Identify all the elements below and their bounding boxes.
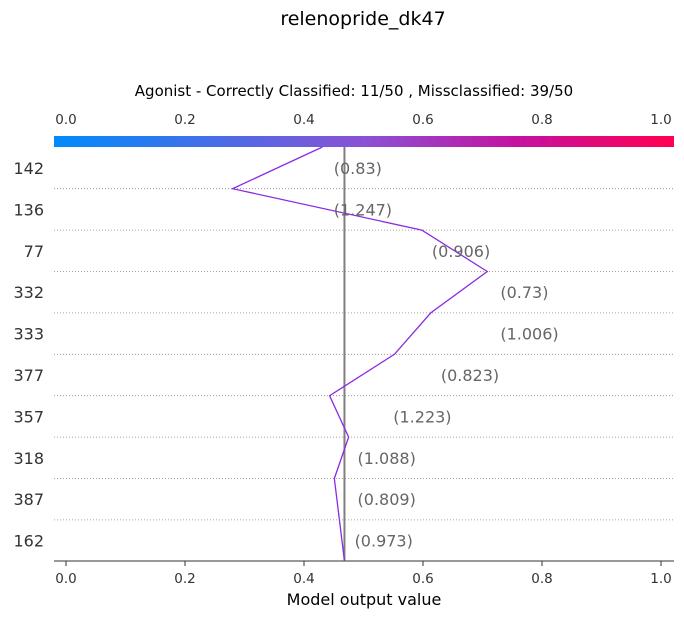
top-tick-label: 0.0 bbox=[55, 112, 76, 128]
feature-value-annotation: (0.73) bbox=[500, 283, 548, 302]
row-label: 136 bbox=[13, 200, 44, 219]
bottom-tick-label: 0.2 bbox=[174, 571, 195, 587]
feature-value-annotation: (0.973) bbox=[355, 532, 413, 551]
decision-path bbox=[230, 146, 489, 562]
row-label: 377 bbox=[13, 366, 44, 385]
bottom-tick-label: 0.0 bbox=[55, 571, 76, 587]
gridlines bbox=[54, 188, 674, 521]
feature-value-annotation: (1.006) bbox=[500, 325, 558, 344]
row-label: 333 bbox=[13, 325, 44, 344]
bottom-tick-label: 1.0 bbox=[650, 571, 671, 587]
row-label: 387 bbox=[13, 490, 44, 509]
feature-value-annotation: (0.83) bbox=[334, 159, 382, 178]
bottom-tick-label: 0.4 bbox=[293, 571, 314, 587]
bottom-axis-ticks: 0.0 0.2 0.4 0.6 0.8 1.0 bbox=[55, 561, 672, 587]
top-tick-label: 0.8 bbox=[531, 112, 552, 128]
colorbar bbox=[54, 136, 674, 147]
top-tick-label: 1.0 bbox=[650, 112, 671, 128]
top-tick-label: 0.2 bbox=[174, 112, 195, 128]
row-label: 77 bbox=[24, 242, 44, 261]
bottom-tick-label: 0.6 bbox=[412, 571, 433, 587]
row-label: 357 bbox=[13, 407, 44, 426]
feature-value-annotation: (0.906) bbox=[432, 242, 490, 261]
top-tick-label: 0.6 bbox=[412, 112, 433, 128]
bottom-tick-label: 0.8 bbox=[531, 571, 552, 587]
row-label: 318 bbox=[13, 449, 44, 468]
chart-subtitle: Agonist - Correctly Classified: 11/50 , … bbox=[135, 82, 573, 100]
x-axis-label: Model output value bbox=[287, 590, 442, 609]
chart-title: relenopride_dk47 bbox=[280, 8, 445, 30]
feature-value-annotation: (1.088) bbox=[358, 449, 416, 468]
feature-value-annotation: (1.247) bbox=[334, 200, 392, 219]
feature-value-annotation: (0.823) bbox=[441, 366, 499, 385]
row-label: 142 bbox=[13, 159, 44, 178]
row-labels: 142 136 77 332 333 377 357 318 387 162 bbox=[13, 159, 44, 551]
row-label: 162 bbox=[13, 532, 44, 551]
feature-value-annotation: (1.223) bbox=[393, 407, 451, 426]
top-tick-label: 0.4 bbox=[293, 112, 314, 128]
row-label: 332 bbox=[13, 283, 44, 302]
feature-value-annotations: (0.83) (1.247) (0.906) (0.73) (1.006) (0.823)… bbox=[334, 159, 559, 551]
top-axis-ticks: 0.0 0.2 0.4 0.6 0.8 1.0 bbox=[55, 112, 671, 128]
feature-value-annotation: (0.809) bbox=[358, 490, 416, 509]
